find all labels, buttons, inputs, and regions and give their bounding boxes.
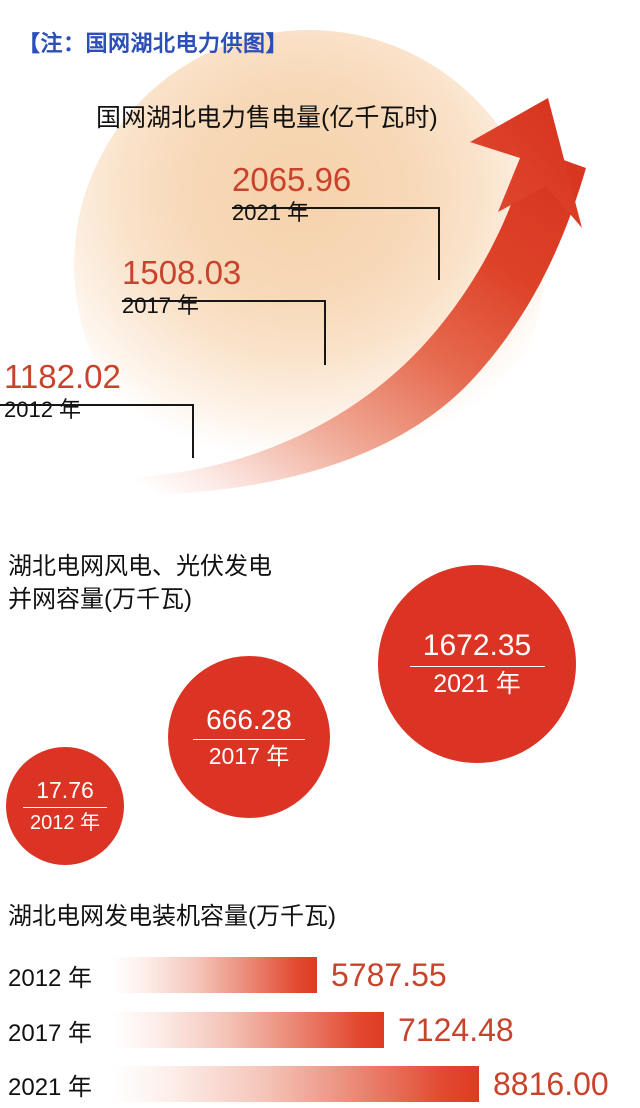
bar-fill-2017 (112, 1012, 384, 1048)
bubble-2012-separator (23, 806, 107, 809)
background-glow-circle (74, 30, 544, 500)
kpi-2017-leader-line (324, 300, 326, 365)
kpi-2012: 1182.02 2012 年 (4, 360, 121, 421)
bubble-2012: 17.76 2012 年 (6, 747, 124, 865)
rising-arrow-graphic (118, 98, 586, 496)
bar-label-2017: 2017 年 (8, 1019, 93, 1047)
installed-capacity-bar-chart: 湖北电网发电装机容量(万千瓦) 2012 年 5787.55 2017 年 71… (0, 880, 640, 1108)
bar-track-2021 (112, 1066, 479, 1102)
bar-label-2012: 2012 年 (8, 964, 93, 992)
arrow-chart-title: 国网湖北电力售电量(亿千瓦时) (96, 104, 438, 132)
wind-solar-capacity-bubble-chart: 湖北电网风电、光伏发电 并网容量(万千瓦) 17.76 2012 年 666.2… (0, 510, 640, 880)
bar-chart-title: 湖北电网发电装机容量(万千瓦) (8, 903, 336, 930)
bar-fill-2012 (112, 957, 317, 993)
bar-row: 2017 年 7124.48 (0, 1011, 640, 1049)
kpi-2017-rule (122, 300, 326, 302)
kpi-2017: 1508.03 2017 年 (122, 256, 241, 317)
bar-label-2021: 2021 年 (8, 1073, 93, 1101)
bar-fill-2021 (112, 1066, 479, 1102)
bar-value-2012: 5787.55 (331, 956, 447, 993)
bar-row: 2012 年 5787.55 (0, 956, 640, 994)
kpi-2021-leader-line (438, 207, 440, 280)
bubble-2017-year: 2017 年 (208, 743, 290, 770)
kpi-2017-value: 1508.03 (122, 254, 242, 291)
bubble-2012-year: 2012 年 (29, 812, 101, 835)
kpi-2017-year: 2017 年 (122, 293, 200, 318)
bar-value-2017: 7124.48 (398, 1011, 514, 1048)
sales-volume-arrow-chart: 国网湖北电力售电量(亿千瓦时) 2065.96 2021 年 1508.03 2… (0, 0, 640, 510)
bubble-chart-title-line1: 湖北电网风电、光伏发电 (8, 553, 272, 580)
kpi-2012-rule (0, 404, 194, 406)
bar-row: 2021 年 8816.00 (0, 1065, 640, 1103)
bubble-2021: 1672.35 2021 年 (378, 565, 576, 763)
bubble-chart-title-line2: 并网容量(万千瓦) (8, 586, 192, 614)
kpi-2021-value: 2065.96 (232, 161, 352, 198)
kpi-2021: 2065.96 2021 年 (232, 163, 351, 224)
kpi-2021-rule (232, 207, 440, 209)
source-note: 【注：国网湖北电力供图】 (18, 31, 289, 56)
bubble-2017: 666.28 2017 年 (168, 656, 330, 818)
bar-track-2017 (112, 1012, 384, 1048)
bubble-2017-value: 666.28 (206, 703, 292, 735)
bubble-2021-separator (409, 665, 545, 668)
bubble-2021-value: 1672.35 (422, 628, 532, 662)
bubble-chart-title: 湖北电网风电、光伏发电 并网容量(万千瓦) (8, 550, 338, 616)
bubble-2017-separator (193, 738, 305, 741)
kpi-2012-leader-line (192, 404, 194, 458)
kpi-2012-value: 1182.02 (4, 358, 121, 395)
kpi-2021-year: 2021 年 (232, 200, 310, 225)
bubble-2012-value: 17.76 (36, 776, 94, 803)
bubble-2021-year: 2021 年 (433, 670, 521, 699)
bar-track-2012 (112, 957, 317, 993)
bar-value-2021: 8816.00 (493, 1065, 609, 1102)
kpi-2012-year: 2012 年 (4, 397, 82, 422)
